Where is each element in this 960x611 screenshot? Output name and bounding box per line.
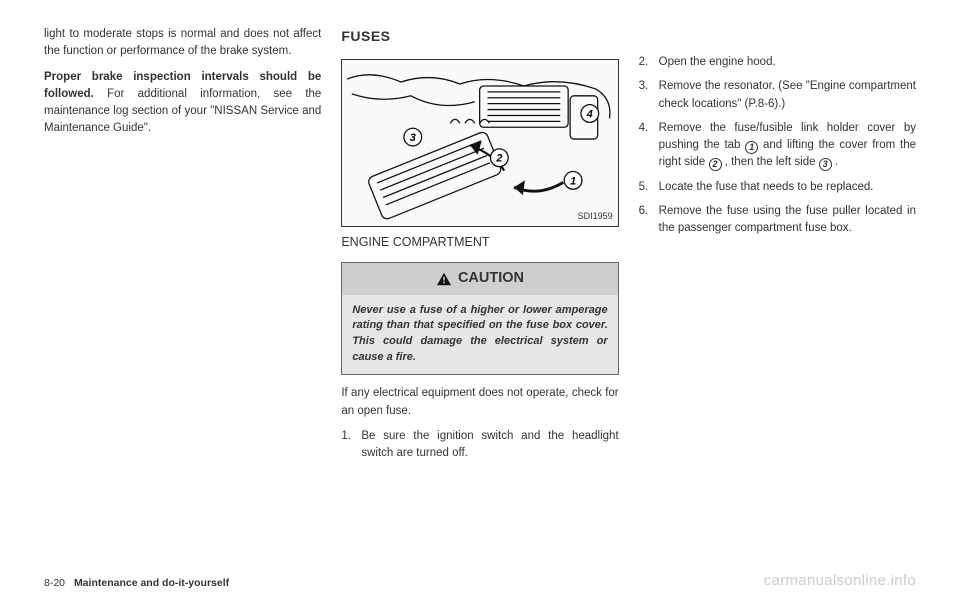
step-4-text-c: , then the left side — [722, 156, 819, 168]
step-5-num: 5. — [639, 179, 649, 196]
left-paragraph-1: light to moderate stops is normal and do… — [44, 26, 321, 61]
engine-compartment-illustration: 1 2 3 4 — [342, 60, 617, 226]
page-content: light to moderate stops is normal and do… — [44, 26, 916, 546]
watermark: carmanualsonline.info — [764, 572, 916, 589]
column-left: light to moderate stops is normal and do… — [44, 26, 321, 546]
step-2: 2. Open the engine hood. — [639, 54, 916, 71]
engine-compartment-figure: 1 2 3 4 SDI1959 — [341, 59, 618, 227]
step-4: 4. Remove the fuse/fusible link holder c… — [639, 120, 916, 172]
steps-list-mid: 1. Be sure the ignition switch and the h… — [341, 428, 618, 470]
step-6-num: 6. — [639, 203, 649, 220]
caution-box: CAUTION Never use a fuse of a higher or … — [341, 262, 618, 376]
step-4-num: 4. — [639, 120, 649, 137]
figure-marker-1: 1 — [570, 175, 576, 187]
figure-marker-2: 2 — [496, 153, 503, 165]
inline-marker-3: 3 — [819, 158, 832, 171]
left-paragraph-2: Proper brake inspection intervals should… — [44, 69, 321, 138]
page-number: 8-20 — [44, 577, 65, 589]
section-title: FUSES — [341, 26, 618, 47]
figure-marker-3: 3 — [410, 132, 416, 144]
step-3-text: Remove the resonator. (See "Engine compa… — [659, 80, 916, 109]
step-1-text: Be sure the ignition switch and the head… — [361, 430, 618, 459]
figure-caption: ENGINE COMPARTMENT — [341, 233, 618, 252]
step-6-text: Remove the fuse using the fuse puller lo… — [659, 205, 916, 234]
mid-intro: If any electrical equipment does not ope… — [341, 385, 618, 420]
page-footer: 8-20 Maintenance and do-it-yourself — [44, 577, 229, 589]
step-6: 6. Remove the fuse using the fuse puller… — [639, 203, 916, 238]
step-1-num: 1. — [341, 428, 351, 445]
footer-section: Maintenance and do-it-yourself — [74, 577, 229, 589]
inline-marker-1: 1 — [745, 141, 758, 154]
step-1: 1. Be sure the ignition switch and the h… — [341, 428, 618, 463]
figure-id: SDI1959 — [578, 210, 613, 224]
step-5-text: Locate the fuse that needs to be replace… — [659, 181, 874, 193]
step-2-num: 2. — [639, 54, 649, 71]
step-3-num: 3. — [639, 78, 649, 95]
caution-header: CAUTION — [342, 263, 617, 295]
caution-label: CAUTION — [458, 268, 524, 290]
figure-marker-4: 4 — [586, 108, 593, 120]
column-middle: FUSES — [341, 26, 618, 546]
step-2-text: Open the engine hood. — [659, 56, 776, 68]
warning-icon — [436, 272, 452, 286]
step-5: 5. Locate the fuse that needs to be repl… — [639, 179, 916, 196]
steps-list-right: 2. Open the engine hood. 3. Remove the r… — [639, 54, 916, 244]
inline-marker-2: 2 — [709, 158, 722, 171]
column-right: 2. Open the engine hood. 3. Remove the r… — [639, 26, 916, 546]
caution-body: Never use a fuse of a higher or lower am… — [342, 295, 617, 375]
step-3: 3. Remove the resonator. (See "Engine co… — [639, 78, 916, 113]
step-4-text-d: . — [832, 156, 838, 168]
